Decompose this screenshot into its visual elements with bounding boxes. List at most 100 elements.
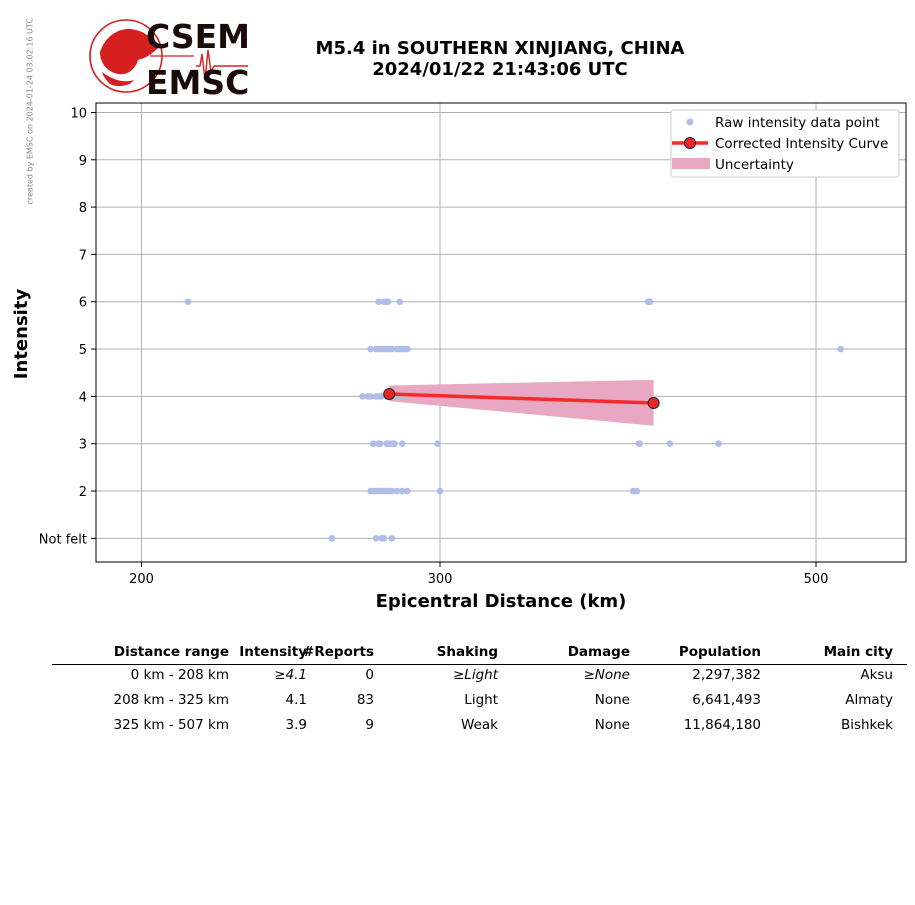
raw-data-point xyxy=(404,487,411,495)
cell-shaking: ≥Light xyxy=(452,667,498,683)
x-tick-label: 200 xyxy=(129,572,154,587)
cell-main-city: Almaty xyxy=(845,692,893,708)
y-tick-label: 9 xyxy=(79,154,87,169)
raw-data-point xyxy=(388,345,396,353)
cell-main-city: Bishkek xyxy=(840,717,893,733)
plot-frame xyxy=(95,102,907,563)
raw-data-point xyxy=(375,298,382,306)
csem-emsc-logo: CSEM EMSC xyxy=(89,17,250,102)
legend-curve-marker xyxy=(684,137,696,149)
cell-intensity: ≥4.1 xyxy=(274,667,307,683)
raw-data-point xyxy=(328,535,336,542)
raw-data-point xyxy=(633,487,641,495)
raw-data-point xyxy=(636,440,644,448)
raw-data-point xyxy=(646,298,654,306)
raw-data-point xyxy=(396,298,403,306)
intensity-curve-marker xyxy=(647,397,660,410)
legend-raw-label: Raw intensity data point xyxy=(715,115,880,131)
raw-data-point xyxy=(376,440,384,448)
raw-data-point xyxy=(715,440,722,448)
raw-data-point xyxy=(367,393,374,400)
cell-shaking: Light xyxy=(464,692,498,708)
header-population: Population xyxy=(678,644,761,660)
cell-distance-range: 325 km - 507 km xyxy=(113,717,229,733)
logo-emsc-text: EMSC xyxy=(146,63,249,102)
grid xyxy=(96,103,906,562)
cell-main-city: Aksu xyxy=(860,667,893,683)
x-tick-label: 300 xyxy=(428,572,453,587)
y-axis-label: Intensity xyxy=(11,289,32,380)
table-row: 0 km - 208 km ≥4.1 0 ≥Light ≥None 2,297,… xyxy=(52,665,907,690)
table-header-row: Distance range Intensity #Reports Shakin… xyxy=(52,642,907,665)
cell-damage: None xyxy=(594,717,630,733)
uncertainty-band xyxy=(389,379,654,426)
title-line-2: 2024/01/22 21:43:06 UTC xyxy=(372,59,628,80)
raw-data-point xyxy=(666,440,674,448)
header-shaking: Shaking xyxy=(436,644,498,660)
cell-intensity: 4.1 xyxy=(285,692,307,708)
cell-reports: 0 xyxy=(365,667,374,683)
y-tick-label: Not felt xyxy=(39,532,87,547)
raw-data-point xyxy=(388,535,396,542)
y-tick-label: 5 xyxy=(79,343,87,358)
y-tick-label: 4 xyxy=(79,390,87,405)
header-reports: #Reports xyxy=(303,644,374,660)
table-row: 208 km - 325 km 4.1 83 Light None 6,641,… xyxy=(52,690,907,715)
legend-box xyxy=(670,109,900,178)
x-tick-label: 500 xyxy=(804,572,829,587)
cell-distance-range: 0 km - 208 km xyxy=(130,667,229,683)
raw-data-point xyxy=(372,535,380,542)
raw-data-point xyxy=(398,487,406,495)
raw-data-point xyxy=(367,345,374,353)
raw-data-point xyxy=(359,393,366,400)
raw-data-point xyxy=(393,487,401,495)
y-tick-label: 7 xyxy=(79,248,87,263)
intensity-chart: 200 300 500 Not felt 2 3 4 5 6 7 8 9 10 Epicentral … xyxy=(11,102,907,612)
header-distance-range: Distance range xyxy=(113,644,229,660)
uncertainty-band-layer xyxy=(389,379,654,426)
cell-distance-range: 208 km - 325 km xyxy=(113,692,229,708)
raw-data-point xyxy=(398,440,406,448)
intensity-curve-layer xyxy=(383,388,660,410)
cell-damage: None xyxy=(594,692,630,708)
chart-title: M5.4 in SOUTHERN XINJIANG, CHINA 2024/01… xyxy=(250,38,750,80)
raw-data-point xyxy=(384,298,392,306)
legend-raw-marker xyxy=(686,118,694,126)
raw-data-point xyxy=(184,298,192,306)
raw-data-point xyxy=(434,440,441,448)
raw-data-point xyxy=(377,393,385,400)
header-intensity: Intensity xyxy=(239,644,307,660)
raw-data-point xyxy=(369,440,377,448)
y-tick-label: 2 xyxy=(79,485,87,500)
summary-table: Distance range Intensity #Reports Shakin… xyxy=(52,642,907,740)
raw-points-layer xyxy=(184,298,844,542)
raw-data-point xyxy=(388,487,396,495)
header-main-city: Main city xyxy=(823,644,893,660)
y-tick-label: 8 xyxy=(79,201,87,216)
y-tick-label: 10 xyxy=(70,106,87,121)
legend-curve-label: Corrected Intensity Curve xyxy=(715,136,888,152)
raw-data-point xyxy=(436,487,444,495)
cell-population: 11,864,180 xyxy=(683,717,761,733)
y-axis-ticks: Not felt 2 3 4 5 6 7 8 9 10 xyxy=(39,106,96,547)
title-line-1: M5.4 in SOUTHERN XINJIANG, CHINA xyxy=(315,38,685,59)
table-row: 325 km - 507 km 3.9 9 Weak None 11,864,1… xyxy=(52,715,907,740)
raw-data-point xyxy=(837,345,844,353)
raw-data-point xyxy=(391,440,398,448)
cell-intensity: 3.9 xyxy=(285,717,307,733)
y-tick-label: 3 xyxy=(79,438,87,453)
legend: Raw intensity data point Corrected Inten… xyxy=(670,109,900,178)
cell-shaking: Weak xyxy=(461,717,498,733)
intensity-curve-marker xyxy=(383,388,396,401)
logo-csem-text: CSEM xyxy=(146,17,250,56)
x-axis-ticks: 200 300 500 xyxy=(129,562,828,587)
cell-reports: 9 xyxy=(365,717,374,733)
y-tick-label: 6 xyxy=(79,296,87,311)
raw-data-point xyxy=(380,535,388,542)
header-damage: Damage xyxy=(567,644,630,660)
x-axis-label: Epicentral Distance (km) xyxy=(376,591,627,612)
legend-uncertainty-label: Uncertainty xyxy=(715,157,794,173)
raw-data-point xyxy=(404,345,411,353)
intensity-curve-line xyxy=(389,392,654,405)
cell-population: 6,641,493 xyxy=(692,692,761,708)
